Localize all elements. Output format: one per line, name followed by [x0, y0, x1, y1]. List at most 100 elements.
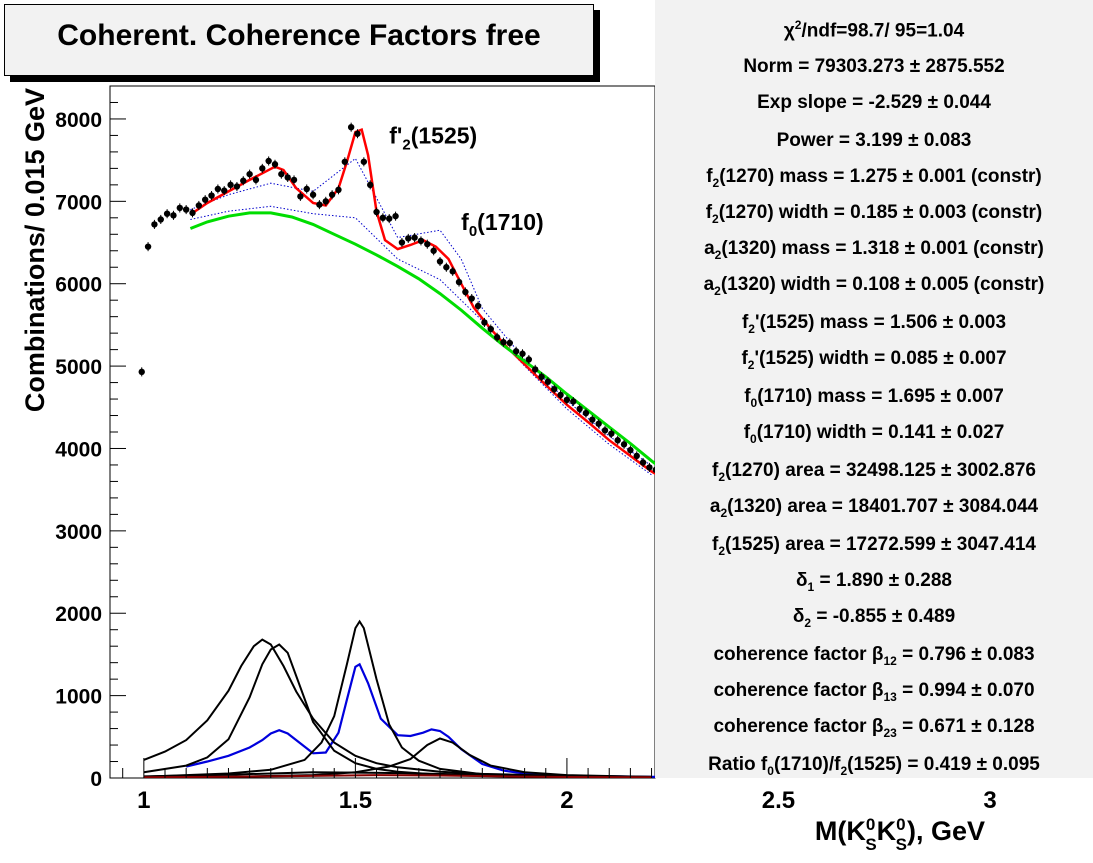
data-point	[646, 464, 653, 471]
data-point	[398, 239, 406, 246]
fit-stat-line: f2(1270) width = 0.185 ± 0.003 (constr)	[705, 202, 1043, 226]
data-point	[652, 466, 655, 474]
data-point	[462, 288, 469, 296]
data-point	[392, 212, 399, 220]
fit-stat-line: Norm = 79303.273 ± 2875.552	[743, 56, 1005, 77]
x-tick-label: 2	[560, 787, 573, 814]
data-point	[468, 295, 475, 302]
data-point	[195, 202, 203, 209]
data-point	[182, 206, 190, 213]
data-point	[481, 319, 488, 326]
data-point	[271, 161, 279, 168]
data-point	[138, 368, 145, 376]
data-point	[201, 196, 209, 203]
y-tick-label: 2000	[55, 603, 102, 626]
data-point	[563, 396, 571, 404]
data-point	[265, 157, 272, 165]
series-line-low-curve-2	[143, 774, 652, 778]
data-point	[405, 235, 412, 242]
fit-stat-line: coherence factor β13 = 0.994 ± 0.070	[713, 680, 1035, 704]
y-tick-label: 1000	[55, 686, 102, 709]
data-point	[278, 170, 285, 178]
data-point	[221, 187, 228, 194]
data-point	[436, 258, 444, 265]
data-point	[531, 366, 539, 373]
data-point	[227, 181, 234, 189]
series-line-f2-1525	[143, 619, 567, 778]
plot-frame	[109, 85, 656, 779]
y-tick-label: 3000	[55, 521, 102, 544]
y-tick-label: 7000	[55, 191, 102, 214]
data-point	[608, 430, 615, 437]
data-point	[347, 123, 355, 131]
data-point	[189, 209, 196, 217]
x-axis-title: M(K0 SK0 S), GeV	[815, 815, 985, 854]
data-point	[455, 278, 463, 286]
data-point	[424, 240, 431, 248]
x-tick-label: 2.5	[762, 787, 795, 814]
data-point	[582, 409, 590, 417]
fit-stat-line: δ1 = 1.890 ± 0.288	[796, 570, 952, 594]
data-point	[246, 170, 253, 178]
data-point	[525, 356, 533, 363]
data-point	[386, 215, 393, 222]
data-point	[620, 441, 628, 448]
data-point	[354, 130, 361, 137]
x-tick-label: 1	[137, 787, 150, 814]
data-point	[366, 181, 374, 189]
peak-label-f0-1710: f0(1710)	[461, 209, 543, 240]
data-point	[316, 201, 323, 208]
data-point	[506, 339, 514, 347]
data-point	[151, 221, 158, 228]
data-point	[430, 247, 437, 254]
data-point	[163, 210, 171, 217]
data-point	[519, 350, 526, 357]
data-point	[379, 214, 387, 222]
fit-stat-line: δ2 = -0.855 ± 0.489	[792, 606, 956, 630]
data-point	[512, 348, 520, 355]
data-point	[544, 378, 552, 385]
data-point	[252, 176, 260, 184]
data-point	[290, 176, 298, 184]
data-point	[557, 391, 564, 399]
data-point	[144, 243, 152, 250]
data-point	[208, 192, 215, 199]
y-axis-title: Combinations/ 0.015 GeV	[20, 88, 50, 412]
x-tick-label: 1.5	[339, 787, 372, 814]
data-point	[570, 398, 577, 405]
y-tick-label: 4000	[55, 438, 102, 461]
data-point	[551, 385, 558, 393]
data-point	[360, 158, 368, 165]
data-point	[595, 420, 602, 427]
fit-stat-line: f2'(1525) mass = 1.506 ± 0.003	[741, 312, 1007, 336]
data-point	[417, 237, 425, 245]
data-point	[633, 452, 640, 460]
series-line-f0-1710	[143, 737, 652, 778]
data-point	[576, 405, 583, 413]
fit-band-lower-line	[190, 205, 652, 476]
data-point	[443, 264, 450, 271]
data-point	[214, 185, 222, 193]
y-tick-label: 5000	[55, 356, 102, 379]
data-point	[297, 193, 304, 200]
fit-stat-line: f0(1710) mass = 1.695 ± 0.007	[744, 386, 1004, 410]
x-tick-label: 3	[983, 787, 996, 814]
data-point	[341, 158, 349, 165]
y-tick-label: 8000	[55, 109, 102, 132]
data-point	[373, 208, 380, 216]
data-point	[157, 216, 164, 223]
chart-title: Coherent. Coherence Factors free	[57, 19, 541, 52]
data-point	[303, 185, 310, 193]
data-point	[589, 416, 596, 423]
data-point	[284, 174, 291, 181]
fit-stat-line: f2(1270) area = 32498.125 ± 3002.876	[711, 460, 1036, 484]
data-point	[614, 437, 621, 444]
y-tick-label: 0	[90, 768, 102, 791]
fit-stat-line: f0(1710) width = 0.141 ± 0.027	[743, 422, 1005, 446]
fit-stat-line: f2'(1525) width = 0.085 ± 0.007	[741, 348, 1007, 372]
fit-stat-line: coherence factor β23 = 0.671 ± 0.128	[713, 716, 1035, 740]
data-point	[411, 234, 418, 241]
series-line-smooth-background	[189, 211, 655, 466]
data-point	[601, 427, 609, 434]
data-point	[259, 165, 266, 172]
